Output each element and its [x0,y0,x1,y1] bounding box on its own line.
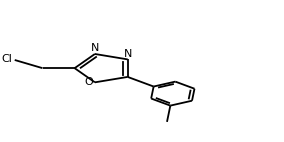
Text: N: N [91,43,99,53]
Text: N: N [124,49,132,59]
Text: O: O [85,77,93,87]
Text: Cl: Cl [2,54,12,64]
